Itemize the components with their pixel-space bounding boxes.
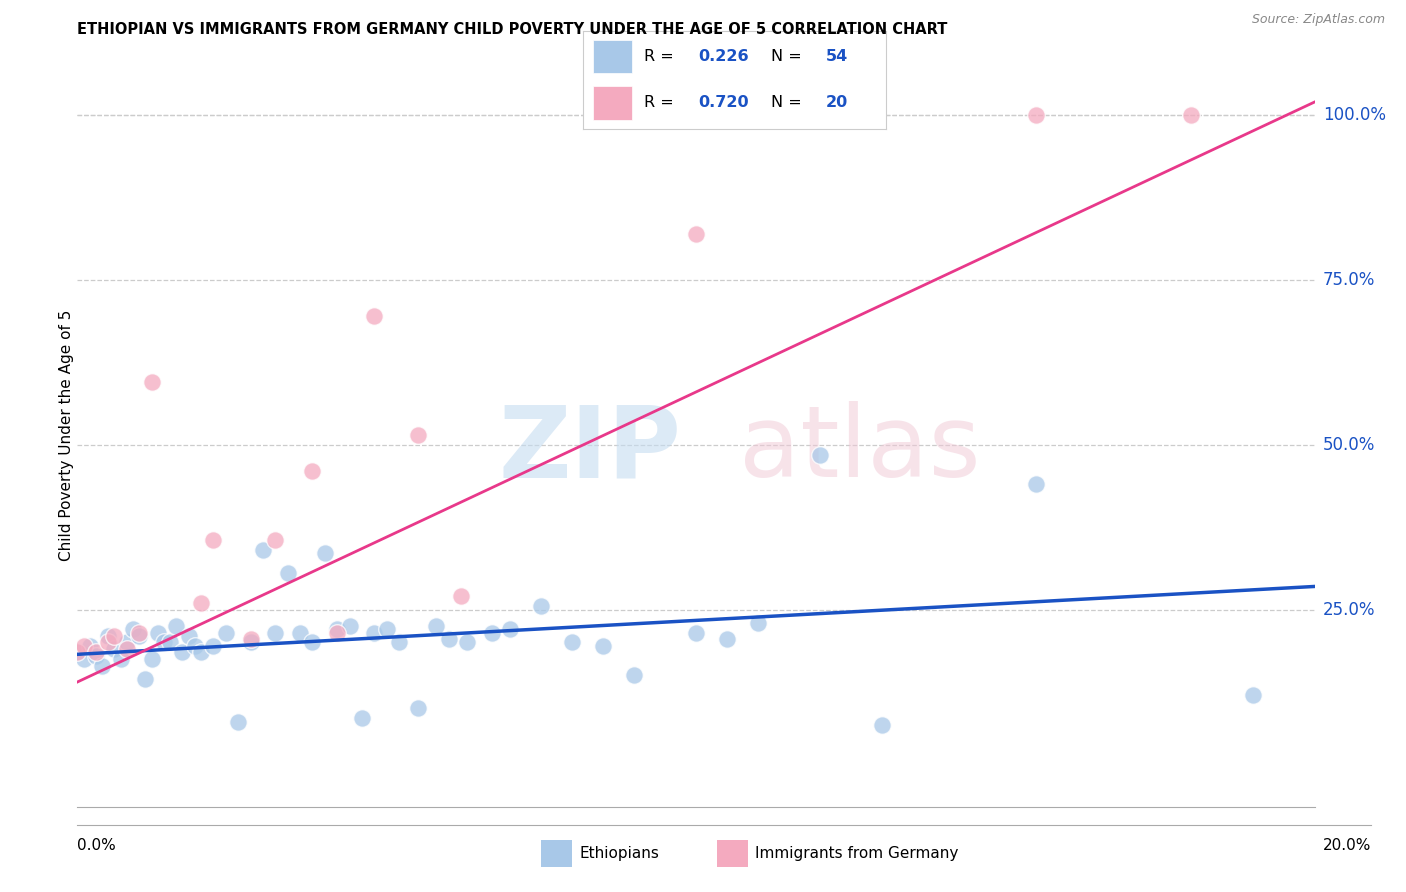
Bar [592,87,631,120]
Point [153,635,176,649]
Point [456,635,478,649]
Point [146,625,169,640]
Point [128,629,150,643]
Point [141,652,163,666]
Point [110,652,132,666]
Point [72,639,94,653]
Point [388,635,411,649]
Point [66,645,89,659]
Point [326,622,349,636]
Point [84,645,107,659]
Point [716,632,738,647]
Point [277,566,299,581]
Point [499,622,522,636]
Point [103,629,125,643]
Point [808,448,831,462]
Point [685,227,707,241]
Point [685,625,707,640]
Point [134,672,156,686]
Point [1180,108,1202,122]
Text: 54: 54 [825,49,848,63]
Bar [592,40,631,73]
Point [623,668,645,682]
Point [375,622,398,636]
Point [202,639,225,653]
Text: Immigrants from Germany: Immigrants from Germany [755,847,959,861]
Point [425,619,447,633]
Point [122,622,145,636]
Text: Ethiopians: Ethiopians [579,847,659,861]
Point [326,625,349,640]
Point [870,718,893,732]
Point [592,639,614,653]
Point [84,648,107,663]
Text: 0.720: 0.720 [699,95,749,110]
Text: Source: ZipAtlas.com: Source: ZipAtlas.com [1251,13,1385,27]
Point [530,599,553,614]
Point [72,652,94,666]
Point [115,635,138,649]
Point [141,375,163,389]
Point [747,615,769,630]
Point [184,639,207,653]
Point [128,625,150,640]
Point [103,642,125,657]
Point [1025,477,1047,491]
Point [339,619,361,633]
Point [239,635,262,649]
Point [172,645,194,659]
Point [115,642,138,657]
Point [363,309,385,323]
Text: atlas: atlas [740,401,981,499]
Point [97,635,120,649]
Text: 0.226: 0.226 [699,49,749,63]
Point [1025,108,1047,122]
Point [177,629,200,643]
Text: 20: 20 [825,95,848,110]
Point [288,625,311,640]
Y-axis label: Child Poverty Under the Age of 5: Child Poverty Under the Age of 5 [59,310,73,560]
Point [91,658,114,673]
Point [159,635,181,649]
Point [350,711,373,725]
Text: 0.0%: 0.0% [77,838,117,853]
Point [239,632,262,647]
Point [226,714,249,729]
Point [79,639,101,653]
Point [97,629,120,643]
Point [264,533,287,548]
Text: R =: R = [644,49,679,63]
Text: N =: N = [770,49,807,63]
Point [190,596,212,610]
Point [190,645,212,659]
Point [406,701,429,715]
Text: ETHIOPIAN VS IMMIGRANTS FROM GERMANY CHILD POVERTY UNDER THE AGE OF 5 CORRELATIO: ETHIOPIAN VS IMMIGRANTS FROM GERMANY CHI… [77,22,948,37]
Point [66,645,89,659]
Text: ZIP: ZIP [498,401,681,499]
Text: 20.0%: 20.0% [1323,838,1371,853]
Point [165,619,187,633]
Point [202,533,225,548]
Point [561,635,583,649]
Point [363,625,385,640]
Text: R =: R = [644,95,679,110]
Point [437,632,460,647]
Point [314,547,336,561]
Point [252,543,274,558]
Point [1241,688,1264,702]
Point [264,625,287,640]
Text: N =: N = [770,95,807,110]
Point [450,590,472,604]
Point [301,635,323,649]
Point [301,464,323,478]
Point [481,625,503,640]
Point [215,625,238,640]
Point [406,428,429,442]
